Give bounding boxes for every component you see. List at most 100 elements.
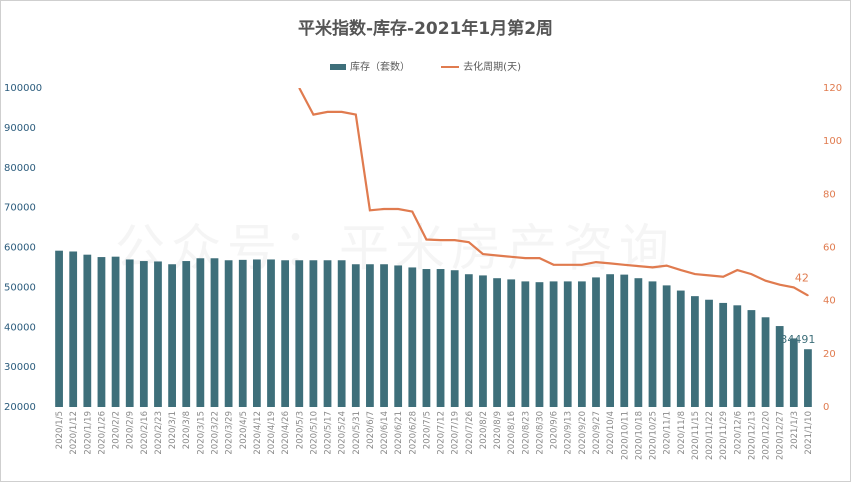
x-tick-label: 2020/8/16 <box>507 411 517 455</box>
x-tick-label: 2020/8/30 <box>535 411 545 455</box>
bar-inventory <box>662 285 671 407</box>
bar-inventory <box>719 302 728 407</box>
bar-inventory <box>224 260 233 407</box>
bar-inventory <box>295 260 304 407</box>
line-point-sell-through-cycle <box>552 263 555 266</box>
x-tick-label: 2020/7/12 <box>437 411 447 455</box>
bar-inventory <box>337 260 346 407</box>
bar-inventory <box>733 305 742 407</box>
y-left-tick-label: 50000 <box>4 282 36 293</box>
x-tick-label: 2020/8/23 <box>521 411 531 455</box>
bar-inventory <box>196 258 205 407</box>
line-point-sell-through-cycle <box>581 263 583 266</box>
bar-inventory <box>606 274 615 407</box>
x-tick-label: 2020/3/15 <box>196 411 206 455</box>
x-tick-label: 2020/10/11 <box>620 411 630 460</box>
bar-inventory <box>479 275 487 407</box>
line-point-sell-through-cycle <box>383 208 385 210</box>
x-tick-label: 2020/2/2 <box>112 411 122 449</box>
x-tick-label: 2020/11/8 <box>677 411 687 455</box>
line-point-sell-through-cycle <box>354 113 357 116</box>
y-left-tick-label: 90000 <box>4 123 36 134</box>
bar-inventory <box>408 267 417 407</box>
line-point-sell-through-cycle <box>340 111 343 113</box>
bar-inventory <box>577 281 586 407</box>
y-right-tick-label: 60 <box>823 243 836 254</box>
line-point-sell-through-cycle <box>679 269 682 271</box>
x-tick-label: 2020/5/10 <box>309 411 319 455</box>
legend-item-inventory: 库存（套数） <box>330 58 410 73</box>
line-point-sell-through-cycle <box>637 265 640 267</box>
x-tick-label: 2020/7/19 <box>451 411 461 455</box>
bar-inventory <box>804 349 812 407</box>
x-tick-label: 2021/1/3 <box>790 411 800 449</box>
bar-inventory <box>366 264 374 407</box>
data-label-last-bar: 34491 <box>780 333 815 346</box>
line-point-sell-through-cycle <box>623 263 626 266</box>
bar-inventory <box>648 281 657 407</box>
x-tick-label: 2020/10/4 <box>606 411 616 455</box>
x-tick-label: 2020/4/19 <box>267 411 277 455</box>
chart-title: 平米指数-库存-2021年1月第2周 <box>297 19 554 39</box>
bar-inventory <box>634 278 643 407</box>
line-point-sell-through-cycle <box>538 257 541 259</box>
line-point-sell-through-cycle <box>524 257 527 259</box>
bar-inventory <box>775 326 784 407</box>
x-tick-label: 2020/8/9 <box>493 411 503 449</box>
line-point-sell-through-cycle <box>694 273 696 275</box>
x-tick-label: 2020/3/29 <box>225 411 235 455</box>
y-left-tick-label: 80000 <box>4 163 36 174</box>
legend-label-inventory: 库存（套数） <box>350 62 410 73</box>
x-tick-label: 2020/10/18 <box>634 411 644 460</box>
line-point-sell-through-cycle <box>722 275 724 278</box>
x-tick-label: 2020/11/1 <box>663 411 673 455</box>
line-point-sell-through-cycle <box>298 88 301 89</box>
x-tick-label: 2020/5/17 <box>324 411 334 455</box>
bar-inventory <box>55 250 63 407</box>
line-point-sell-through-cycle <box>595 261 597 263</box>
line-point-sell-through-cycle <box>665 264 668 267</box>
bar-inventory <box>691 296 699 407</box>
legend-label-cycle: 去化周期(天) <box>463 62 521 73</box>
x-tick-label: 2020/4/12 <box>253 411 263 455</box>
y-right-tick-label: 20 <box>823 349 836 360</box>
bar-inventory <box>676 290 685 407</box>
line-point-sell-through-cycle <box>425 238 428 241</box>
x-tick-label: 2020/6/21 <box>394 411 404 455</box>
bar-inventory <box>168 264 176 407</box>
x-tick-label: 2020/9/20 <box>578 411 588 455</box>
bar-inventory <box>238 259 247 407</box>
x-tick-label: 2020/8/2 <box>479 411 489 449</box>
x-tick-label: 2020/1/19 <box>83 411 93 455</box>
line-point-sell-through-cycle <box>651 266 654 269</box>
bar-inventory <box>563 281 572 407</box>
legend-swatch-bar <box>330 64 346 70</box>
line-point-sell-through-cycle <box>510 256 513 258</box>
y-right-tick-label: 80 <box>823 189 836 200</box>
x-tick-label: 2020/7/5 <box>422 411 432 449</box>
x-tick-label: 2020/6/14 <box>380 411 390 455</box>
watermark: 公众号：平米房产咨询 <box>115 219 675 277</box>
x-tick-label: 2020/12/20 <box>762 411 772 460</box>
bar-inventory <box>535 282 544 407</box>
bar-inventory <box>422 269 431 407</box>
line-point-sell-through-cycle <box>764 279 767 282</box>
bar-inventory <box>97 257 106 407</box>
bar-inventory <box>380 264 388 407</box>
y-left-tick-label: 40000 <box>4 322 36 333</box>
bar-inventory <box>69 251 78 407</box>
x-tick-label: 2020/5/31 <box>352 411 362 455</box>
line-point-sell-through-cycle <box>453 239 456 241</box>
bar-inventory <box>139 261 148 407</box>
y-right-tick-label: 0 <box>823 402 829 413</box>
line-point-sell-through-cycle <box>312 113 315 116</box>
y-left-tick-label: 30000 <box>4 362 36 373</box>
bar-inventory <box>267 259 275 407</box>
y-left-tick-label: 100000 <box>4 83 42 94</box>
line-point-sell-through-cycle <box>482 253 484 255</box>
bar-inventory <box>323 260 332 407</box>
bar-inventory <box>436 269 445 407</box>
bar-inventory <box>789 338 798 407</box>
y-left-tick-label: 20000 <box>4 402 36 413</box>
x-tick-label: 2020/1/5 <box>55 411 65 449</box>
